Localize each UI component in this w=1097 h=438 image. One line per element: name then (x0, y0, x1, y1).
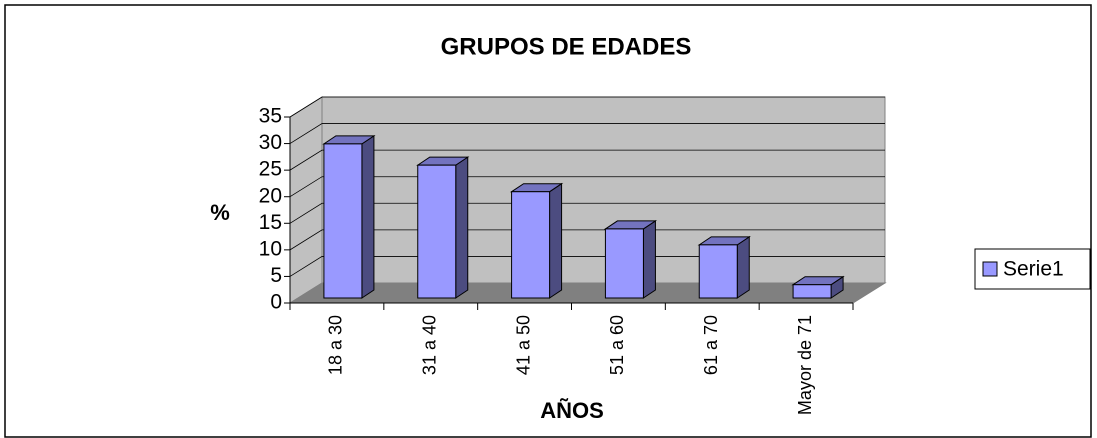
side-wall (289, 96, 323, 304)
grid-line (289, 229, 885, 251)
bar-side (455, 156, 469, 299)
grid-line (289, 149, 885, 171)
x-tick-label: 51 a 60 (607, 315, 627, 375)
x-axis-label: AÑOS (540, 398, 604, 423)
grid-line (289, 96, 885, 118)
y-tick-label: 20 (259, 184, 282, 207)
y-tick-label: 0 (270, 291, 282, 314)
bar (509, 182, 564, 299)
y-tick-label: 10 (259, 237, 282, 260)
y-tick-label: 15 (259, 211, 282, 234)
chart-title: GRUPOS DE EDADES (441, 33, 692, 60)
x-tick-label: 18 a 30 (326, 315, 346, 375)
x-tick-label: 61 a 70 (701, 315, 721, 375)
bar-front (792, 284, 832, 299)
grid-line (289, 202, 885, 224)
bar (603, 219, 658, 299)
x-tick-label: 31 a 40 (420, 315, 440, 375)
bar-front (511, 191, 551, 299)
x-tick-label: 41 a 50 (513, 315, 533, 375)
bar (697, 235, 751, 299)
grid-line (289, 256, 885, 277)
y-tick-label: 35 (259, 105, 282, 128)
bar-side (736, 235, 750, 299)
bar (416, 156, 470, 299)
bar-side (361, 134, 375, 299)
x-tick-label: Mayor de 71 (795, 315, 815, 415)
bar-front (698, 244, 738, 299)
grid-line (289, 123, 885, 144)
y-axis-label: % (210, 200, 230, 225)
y-tick-label: 25 (259, 158, 282, 181)
y-tick-label: 5 (270, 264, 282, 287)
bar-front (323, 143, 363, 299)
grid-line (289, 176, 885, 198)
back-wall (321, 96, 886, 284)
bar (791, 275, 845, 299)
bar-front (417, 164, 457, 299)
bar-side (549, 182, 563, 299)
bar (322, 134, 376, 299)
legend-label: Serie1 (1003, 258, 1064, 281)
bar-front (604, 228, 644, 299)
y-tick-label: 30 (259, 131, 282, 154)
legend-swatch (982, 261, 998, 277)
bar-side (642, 219, 656, 299)
